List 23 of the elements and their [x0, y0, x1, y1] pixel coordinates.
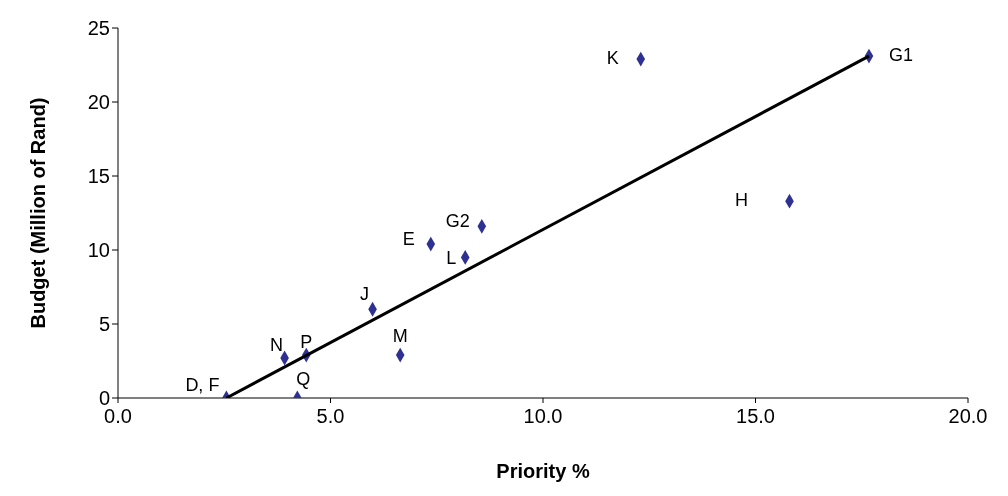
annotation: G2: [445, 211, 470, 232]
annotation: Q: [296, 368, 311, 389]
annotation: D, F: [185, 374, 220, 395]
annotation: L: [446, 248, 457, 269]
x-tick-label: 20.0: [948, 405, 988, 428]
x-tick-label: 10.0: [523, 405, 563, 428]
annotation: K: [606, 47, 619, 68]
annotation: N: [270, 334, 284, 355]
annotation: P: [300, 331, 313, 352]
x-axis-title: Priority %: [496, 460, 590, 482]
y-tick-label: 5: [98, 313, 110, 336]
annotation: G1: [888, 44, 913, 65]
annotation: M: [392, 325, 408, 346]
annotation: E: [402, 228, 415, 249]
annotation: H: [735, 189, 748, 210]
y-tick-label: 20: [87, 91, 110, 114]
y-axis-title: Budget (Million of Rand): [27, 97, 50, 329]
y-tick-label: 10: [87, 239, 110, 262]
annotation: J: [360, 283, 370, 304]
y-tick-label: 15: [87, 165, 110, 188]
x-tick-label: 15.0: [736, 405, 775, 428]
x-tick-label: 5.0: [316, 405, 345, 428]
y-tick-label: 25: [87, 17, 110, 40]
